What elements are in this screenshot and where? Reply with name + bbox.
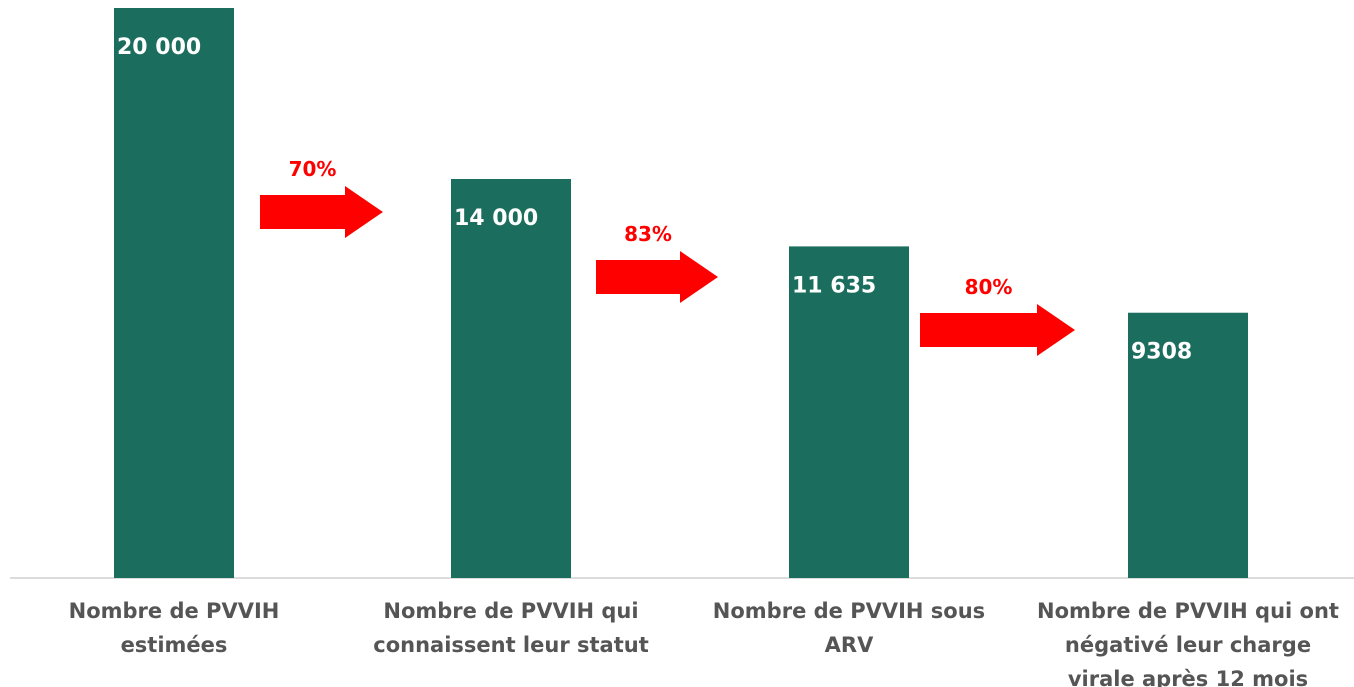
bar: [1128, 312, 1248, 578]
arrow: [596, 251, 718, 303]
data-label: 14 000: [454, 206, 538, 231]
data-label: 9308: [1131, 340, 1192, 365]
x-tick-label: Nombre de PVVIH sous ARV: [712, 599, 986, 657]
arrow-label: 80%: [965, 275, 1013, 299]
x-tick-label: Nombre de PVVIH qui ont négativé leur ch…: [1037, 599, 1339, 687]
data-label: 11 635: [792, 273, 876, 298]
bar: [451, 179, 571, 578]
arrow: [920, 304, 1075, 356]
arrow-label: 83%: [624, 222, 672, 246]
arrow: [260, 186, 383, 238]
x-tick-label: Nombre de PVVIH estimées: [68, 599, 280, 657]
bar: [114, 8, 234, 578]
x-tick-label: Nombre de PVVIH qui connaissent leur sta…: [373, 599, 649, 657]
arrow-label: 70%: [289, 157, 337, 181]
data-label: 20 000: [117, 35, 201, 60]
bar: [789, 246, 909, 578]
